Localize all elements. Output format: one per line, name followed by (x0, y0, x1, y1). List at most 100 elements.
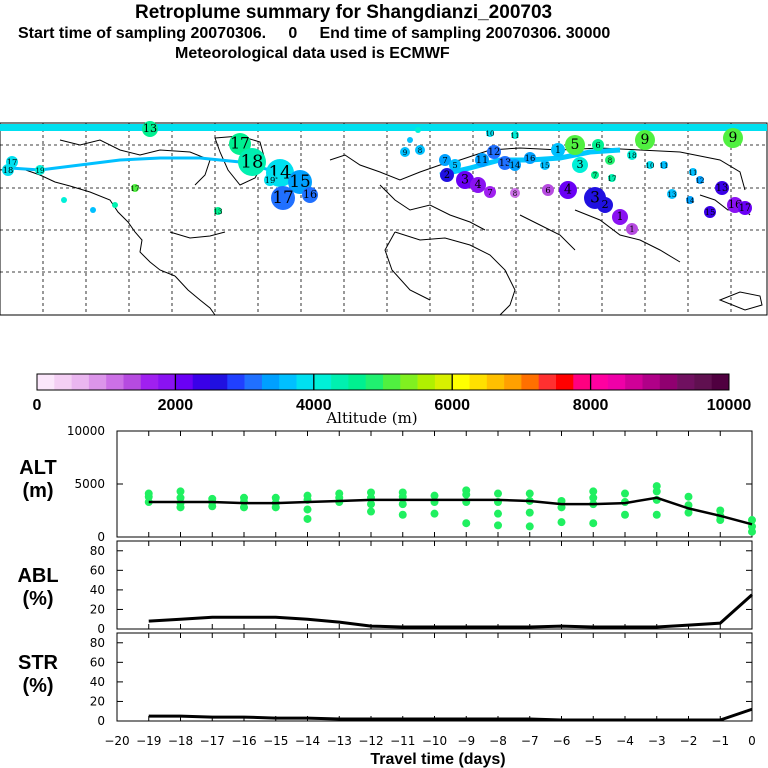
colorbar-segment (158, 374, 176, 390)
alt-label-line1: ALT (19, 457, 57, 479)
plume-marker-label: 10 (486, 130, 495, 138)
abl-panel-label: ABL (%) (8, 565, 68, 611)
colorbar-label: Altitude (m) (325, 409, 417, 427)
colorbar-segment (434, 374, 453, 390)
plume-marker (302, 187, 318, 203)
colorbar-segment (331, 374, 349, 390)
plume-marker (559, 181, 577, 199)
altitude-point (621, 489, 629, 498)
colorbar-tick-label: 6000 (434, 397, 470, 414)
y-tick-label: 20 (90, 694, 105, 708)
plume-marker (565, 135, 585, 155)
plume-marker-label: 13 (716, 183, 728, 194)
plume-marker (498, 156, 512, 170)
plume-marker (605, 155, 615, 165)
plume-marker-label: 3 (576, 158, 583, 171)
plume-marker-label: 9 (641, 132, 650, 148)
plume-marker (626, 223, 638, 235)
plume-marker-label: 2 (444, 170, 450, 181)
end-time-text: End time of sampling 20070306. 30000 (319, 25, 611, 42)
plume-marker-label: 2 (601, 198, 608, 211)
colorbar-segment (54, 374, 72, 390)
plume-marker-label: 13 (668, 191, 677, 199)
plume-marker (646, 161, 654, 169)
plume-marker-label: 7 (442, 155, 447, 165)
x-tick-label: −7 (521, 734, 539, 748)
altitude-point (240, 493, 248, 502)
y-tick-label: 40 (90, 583, 105, 597)
plume-marker-label: 17 (272, 187, 293, 207)
plume-marker-label: 13 (214, 208, 223, 216)
altitude-point (652, 482, 661, 491)
coastline (384, 231, 431, 301)
plume-marker-label: 17 (608, 175, 617, 183)
coastline (174, 275, 216, 316)
plume-marker-label: 4 (564, 182, 572, 197)
chart-title: Retroplume summary for Shangdianzi_20070… (135, 2, 553, 23)
y-tick-label: 60 (90, 655, 105, 669)
colorbar-segment (210, 374, 228, 390)
colorbar-segment (556, 374, 574, 390)
colorbar-segment (607, 374, 626, 390)
plume-marker (723, 128, 743, 148)
plume-marker (715, 181, 729, 195)
altitude-point (303, 505, 312, 514)
colorbar-segment (106, 374, 124, 390)
altitude-point (176, 487, 185, 496)
x-tick-label: −16 (231, 734, 256, 748)
plume-marker-label: 9 (403, 149, 407, 157)
x-tick-label: −19 (136, 734, 161, 748)
x-tick-label: −9 (457, 734, 475, 748)
x-axis-label: Travel time (days) (370, 751, 505, 768)
plume-marker-label: 8 (418, 147, 422, 155)
coastline (519, 214, 576, 251)
x-tick-label: −12 (358, 734, 383, 748)
colorbar-tick-label: 2000 (158, 397, 194, 414)
plume-marker (591, 171, 599, 179)
alt-panel-label: ALT (m) (8, 457, 68, 503)
plume-marker-label: 19 (36, 167, 45, 175)
altitude-point (335, 489, 344, 498)
colorbar-segment (261, 374, 280, 390)
plume-marker (238, 148, 266, 176)
plume-marker (440, 168, 454, 182)
colorbar-segment (486, 374, 505, 390)
altitude-point (176, 493, 185, 502)
colorbar-segment (37, 374, 55, 390)
plume-marker-label: 10 (646, 162, 655, 170)
plume-marker (415, 127, 421, 133)
coastline (718, 291, 763, 311)
plume-marker (627, 150, 637, 160)
x-tick-label: 0 (748, 734, 756, 748)
plume-marker (704, 206, 716, 218)
altitude-point (398, 510, 407, 519)
plume-marker (470, 177, 486, 193)
plume-marker-label: 17 (131, 185, 140, 193)
plume-marker-label: 18 (3, 165, 14, 175)
altitude-point (398, 500, 407, 509)
y-tick-label: 60 (90, 563, 105, 577)
plume-band-top (0, 124, 767, 131)
plume-marker-label: 5 (452, 160, 457, 170)
colorbar-segment (417, 374, 436, 390)
coastline (0, 167, 176, 277)
altitude-point (367, 507, 375, 516)
start-time-text: Start time of sampling 20070306. 0 (18, 25, 298, 42)
str-label-line1: STR (18, 652, 58, 674)
plume-marker-label: 13 (143, 122, 157, 135)
colorbar-segment (573, 374, 591, 390)
colorbar-segment (175, 374, 193, 390)
plume-marker-label: 7 (487, 187, 492, 197)
coastline (394, 231, 516, 316)
plume-marker-label: 15 (289, 171, 310, 191)
altitude-point (525, 508, 534, 517)
colorbar-segment (383, 374, 401, 390)
colorbar-segment (400, 374, 418, 390)
colorbar-tick-label: 0 (33, 397, 42, 414)
colorbar-segment (694, 374, 712, 390)
plume-marker-label: 14 (686, 197, 695, 205)
colorbar-segment (365, 374, 384, 390)
colorbar-segment (538, 374, 557, 390)
plume-marker (456, 171, 474, 189)
